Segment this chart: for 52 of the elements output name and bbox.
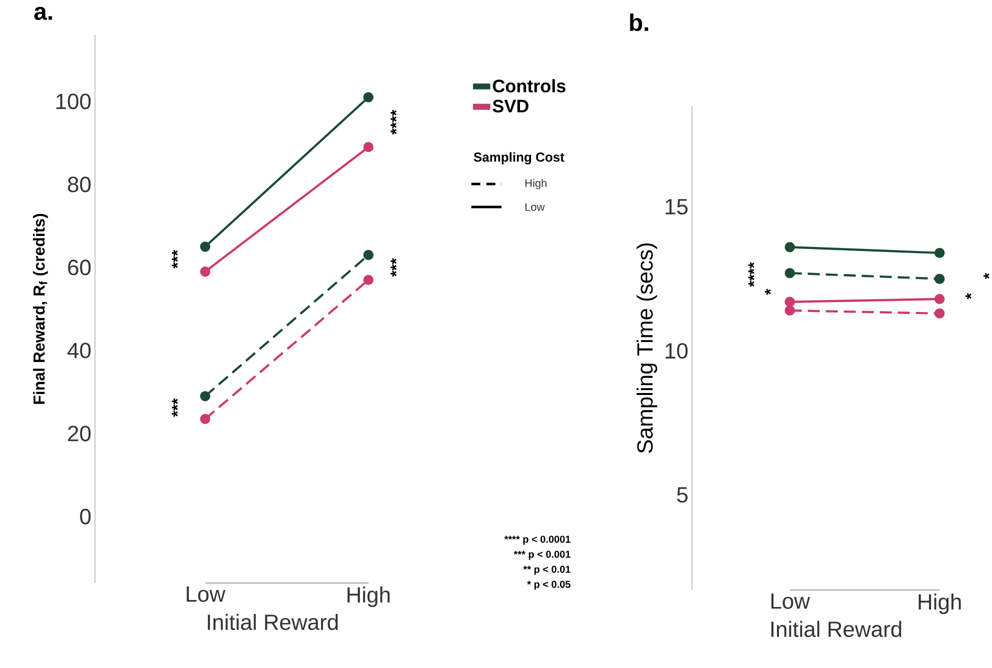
point [363,142,374,152]
y-tick-label: 40 [68,342,91,358]
point [200,391,210,402]
y-tick-label: 60 [68,260,91,276]
y-tick-label: 5 [677,487,688,503]
legend-label: SVD [492,100,528,112]
annotation: *** [172,250,178,268]
x-tick-label: Low [771,594,810,609]
legend-label: Controls [492,79,566,92]
y-tick-label: 0 [80,508,91,524]
annotation: **** [748,262,754,287]
point [200,266,210,277]
y-tick-label: 10 [666,343,688,359]
point [363,250,374,260]
point [934,248,945,258]
text: High [525,178,546,190]
chart-title: a. [34,6,52,20]
x-axis-title: Initial Reward [771,620,902,638]
y-axis-title: Sampling Time (secs) [636,243,658,453]
chart-title: b. [630,13,648,32]
point [784,296,795,307]
annotation: * [966,293,972,300]
point [363,274,374,286]
point [200,414,210,424]
point [200,242,210,252]
legend-title: Sampling Cost [474,152,564,164]
annotation: **** [390,110,397,135]
text: * p < 0.05 [527,580,570,590]
annotation: * [983,272,990,280]
annotation: *** [172,398,178,417]
x-tick-label: High [918,594,961,614]
annotation: *** [390,258,397,277]
y-tick-label: 15 [666,199,688,214]
x-tick-label: High [348,586,390,608]
text: ** p < 0.01 [523,566,570,575]
text: *** p < 0.001 [514,550,570,560]
text: Final Reward, R$_{f}$ (credits) [32,214,48,404]
y-tick-label: 20 [68,426,91,442]
point [934,274,945,284]
text: Low [525,203,545,211]
x-tick-label: Low [186,586,226,602]
annotation: * [764,288,771,295]
point [363,92,374,102]
point [784,242,795,252]
y-tick-label: 80 [68,176,91,192]
point [784,268,795,278]
point [784,305,795,316]
point [934,308,945,319]
text: **** p < 0.0001 [504,536,570,545]
x-axis-title: Initial Reward [208,614,338,630]
point [934,294,945,304]
y-tick-label: 100 [56,94,91,110]
